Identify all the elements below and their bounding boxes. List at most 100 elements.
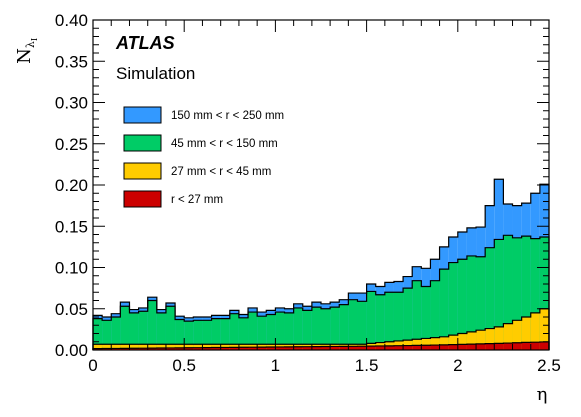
bar-r-27-mm-32 (384, 345, 394, 350)
bar-45-mm-r-150-mm-48 (530, 238, 540, 350)
legend: 150 mm < r < 250 mm 45 mm < r < 150 mm 27 … (123, 106, 284, 208)
bar-r-27-mm-44 (494, 343, 504, 350)
x-tick-label: 0 (88, 356, 97, 375)
bar-27-mm-r-45-mm-40 (457, 333, 467, 350)
bar-r-27-mm-19 (266, 347, 276, 350)
bar-27-mm-r-45-mm-48 (530, 312, 540, 350)
bar-r-27-mm-17 (248, 347, 258, 350)
bar-r-27-mm-45 (503, 343, 513, 350)
bar-r-27-mm-38 (439, 344, 449, 350)
bar-45-mm-r-150-mm-10 (184, 321, 194, 350)
bar-45-mm-r-150-mm-37 (430, 280, 440, 350)
bar-27-mm-r-45-mm-1 (102, 344, 112, 350)
bar-r-27-mm-48 (530, 342, 540, 350)
bar-27-mm-r-45-mm-46 (512, 320, 522, 350)
bar-45-mm-r-150-mm-6 (147, 300, 157, 350)
bar-45-mm-r-150-mm-32 (384, 292, 394, 350)
bar-r-27-mm-36 (421, 345, 431, 350)
bar-27-mm-r-45-mm-43 (485, 328, 495, 350)
bar-45-mm-r-150-mm-35 (412, 280, 422, 350)
bar-27-mm-r-45-mm-36 (421, 338, 431, 350)
bar-27-mm-r-45-mm-0 (93, 344, 103, 350)
bar-45-mm-r-150-mm-39 (448, 262, 458, 350)
legend-label: 150 mm < r < 250 mm (171, 110, 284, 122)
bar-45-mm-r-150-mm-30 (366, 291, 376, 350)
bar-r-27-mm-31 (375, 345, 385, 350)
experiment-label: ATLAS (115, 33, 175, 53)
bar-r-27-mm-46 (512, 342, 522, 350)
bar-r-27-mm-5 (138, 348, 148, 350)
bar-r-27-mm-7 (156, 348, 166, 350)
y-tick-label: 0.15 (55, 217, 88, 236)
y-tick-label: 0.35 (55, 52, 88, 71)
x-tick-label: 2 (453, 356, 462, 375)
bar-r-27-mm-41 (466, 344, 477, 350)
y-tick-label: 0.30 (55, 94, 88, 113)
bar-r-27-mm-15 (229, 347, 239, 350)
bar-45-mm-r-150-mm-26 (330, 307, 340, 350)
y-tick-label: 0.00 (55, 341, 88, 360)
y-axis-label: NλI (14, 38, 39, 64)
x-tick-label: 2.5 (537, 356, 561, 375)
x-tick-label: 0.5 (172, 356, 196, 375)
bar-45-mm-r-150-mm-1 (102, 320, 112, 350)
bar-r-27-mm-40 (457, 344, 467, 350)
bar-r-27-mm-10 (184, 347, 194, 350)
bar-45-mm-r-150-mm-34 (403, 288, 413, 350)
bar-r-27-mm-35 (412, 345, 422, 350)
bar-r-27-mm-12 (202, 347, 212, 350)
bar-45-mm-r-150-mm-24 (311, 307, 321, 350)
y-tick-label: 0.40 (55, 11, 88, 30)
y-tick-label: 0.10 (55, 259, 88, 278)
bar-45-mm-r-150-mm-17 (248, 312, 258, 350)
bar-45-mm-r-150-mm-33 (393, 292, 404, 350)
bar-45-mm-r-150-mm-0 (93, 318, 103, 350)
bar-27-mm-r-45-mm-47 (521, 317, 531, 350)
bar-r-27-mm-16 (238, 347, 249, 350)
y-tick-label: 0.25 (55, 135, 88, 154)
bar-r-27-mm-13 (211, 347, 221, 350)
bar-27-mm-r-45-mm-9 (175, 344, 185, 350)
bar-45-mm-r-150-mm-44 (494, 239, 504, 350)
axes: 0.00 0.05 0.10 0.15 0.20 0.25 0.30 0.35 0.40 0 0.5… (55, 11, 561, 375)
bar-r-27-mm-43 (485, 343, 495, 350)
bar-r-27-mm-8 (165, 347, 176, 350)
bar-r-27-mm-26 (330, 346, 340, 350)
bar-r-27-mm-11 (193, 347, 203, 350)
bar-45-mm-r-150-mm-2 (111, 317, 121, 350)
bar-r-27-mm-9 (175, 347, 185, 350)
bar-r-27-mm-24 (311, 346, 321, 350)
bar-r-27-mm-14 (220, 347, 230, 350)
outline-layer-2 (92, 234, 550, 350)
x-tick-label: 1 (271, 356, 280, 375)
bar-r-27-mm-1 (102, 348, 112, 350)
bar-r-27-mm-20 (275, 346, 285, 350)
bar-27-mm-r-45-mm-42 (476, 330, 486, 350)
bar-45-mm-r-150-mm-5 (138, 311, 148, 350)
bar-45-mm-r-150-mm-43 (485, 247, 495, 350)
bar-45-mm-r-150-mm-45 (503, 235, 513, 350)
bar-27-mm-r-45-mm-10 (184, 344, 194, 350)
status-label: Simulation (116, 64, 195, 83)
bar-45-mm-r-150-mm-14 (220, 318, 230, 350)
bar-45-mm-r-150-mm-21 (284, 312, 294, 350)
bar-r-27-mm-42 (476, 343, 486, 350)
bar-45-mm-r-150-mm-4 (129, 312, 139, 350)
bar-45-mm-r-150-mm-36 (421, 286, 431, 350)
bar-45-mm-r-150-mm-27 (339, 304, 349, 350)
bar-r-27-mm-4 (129, 348, 139, 350)
bar-45-mm-r-150-mm-19 (266, 314, 276, 350)
bar-27-mm-r-45-mm-4 (129, 344, 139, 350)
bar-r-27-mm-33 (393, 345, 404, 350)
bar-45-mm-r-150-mm-13 (211, 318, 221, 350)
bar-27-mm-r-45-mm-5 (138, 344, 148, 350)
bar-45-mm-r-150-mm-20 (275, 312, 285, 350)
bar-45-mm-r-150-mm-15 (229, 313, 239, 350)
bar-r-27-mm-37 (430, 345, 440, 350)
bar-r-27-mm-3 (120, 348, 130, 350)
legend-swatch (123, 134, 162, 152)
bar-27-mm-r-45-mm-8 (165, 344, 176, 350)
bar-27-mm-r-45-mm-35 (412, 339, 422, 350)
bar-r-27-mm-34 (403, 345, 413, 350)
